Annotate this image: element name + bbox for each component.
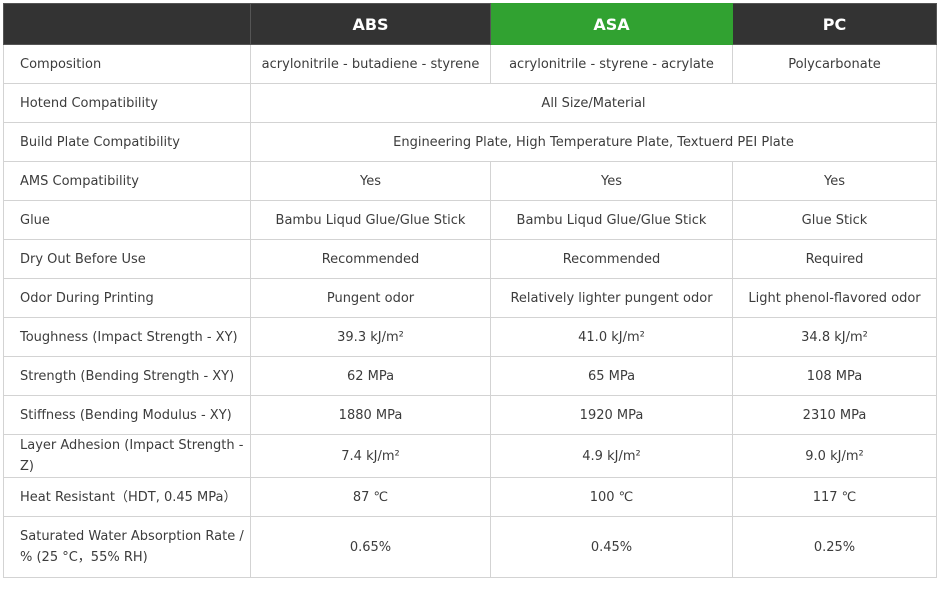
cell-asa: Recommended (490, 239, 733, 279)
cell-asa: Yes (490, 161, 733, 201)
cell-asa: acrylonitrile - styrene - acrylate (490, 44, 733, 84)
cell-pc: Required (732, 239, 937, 279)
cell-asa: 1920 MPa (490, 395, 733, 435)
cell-pc: 34.8 kJ/m² (732, 317, 937, 357)
row-label: Odor During Printing (3, 278, 251, 318)
cell-abs: Bambu Liqud Glue/Glue Stick (250, 200, 491, 240)
row-label: Strength (Bending Strength - XY) (3, 356, 251, 396)
table-row: Stiffness (Bending Modulus - XY) 1880 MP… (3, 395, 937, 435)
cell-asa: 100 ℃ (490, 477, 733, 517)
cell-asa: 0.45% (490, 516, 733, 578)
row-label: Stiffness (Bending Modulus - XY) (3, 395, 251, 435)
row-label: Composition (3, 44, 251, 84)
cell-pc: 9.0 kJ/m² (732, 434, 937, 478)
cell-asa: Bambu Liqud Glue/Glue Stick (490, 200, 733, 240)
cell-abs: 87 ℃ (250, 477, 491, 517)
comparison-table: ABS ASA PC Composition acrylonitrile - b… (3, 3, 937, 578)
cell-pc: Yes (732, 161, 937, 201)
table-row: Glue Bambu Liqud Glue/Glue Stick Bambu L… (3, 200, 937, 240)
table-row: Heat Resistant（HDT, 0.45 MPa） 87 ℃ 100 ℃… (3, 477, 937, 517)
merged-cell: All Size/Material (250, 83, 937, 123)
merged-cell: Engineering Plate, High Temperature Plat… (250, 122, 937, 162)
cell-asa: 41.0 kJ/m² (490, 317, 733, 357)
table-row: AMS Compatibility Yes Yes Yes (3, 161, 937, 201)
table-row: Odor During Printing Pungent odor Relati… (3, 278, 937, 318)
cell-abs: Yes (250, 161, 491, 201)
row-label: AMS Compatibility (3, 161, 251, 201)
cell-pc: 0.25% (732, 516, 937, 578)
table-row: Build Plate Compatibility Engineering Pl… (3, 122, 937, 162)
cell-abs: Pungent odor (250, 278, 491, 318)
row-label: Build Plate Compatibility (3, 122, 251, 162)
table-row: Saturated Water Absorption Rate / % (25 … (3, 516, 937, 578)
cell-abs: 62 MPa (250, 356, 491, 396)
cell-abs: 1880 MPa (250, 395, 491, 435)
cell-pc: 108 MPa (732, 356, 937, 396)
cell-pc: Polycarbonate (732, 44, 937, 84)
cell-asa: Relatively lighter pungent odor (490, 278, 733, 318)
cell-pc: Light phenol-flavored odor (732, 278, 937, 318)
cell-pc: 2310 MPa (732, 395, 937, 435)
table-row: Layer Adhesion (Impact Strength - Z) 7.4… (3, 434, 937, 478)
table-row: Toughness (Impact Strength - XY) 39.3 kJ… (3, 317, 937, 357)
cell-abs: acrylonitrile - butadiene - styrene (250, 44, 491, 84)
column-header-asa: ASA (490, 3, 733, 45)
table-row: Strength (Bending Strength - XY) 62 MPa … (3, 356, 937, 396)
cell-asa: 65 MPa (490, 356, 733, 396)
table-row: Hotend Compatibility All Size/Material (3, 83, 937, 123)
column-header-abs: ABS (250, 3, 491, 45)
row-label: Glue (3, 200, 251, 240)
table-row: Dry Out Before Use Recommended Recommend… (3, 239, 937, 279)
cell-asa: 4.9 kJ/m² (490, 434, 733, 478)
cell-abs: 0.65% (250, 516, 491, 578)
cell-abs: 7.4 kJ/m² (250, 434, 491, 478)
row-label: Heat Resistant（HDT, 0.45 MPa） (3, 477, 251, 517)
row-label: Hotend Compatibility (3, 83, 251, 123)
header-row: ABS ASA PC (3, 3, 937, 45)
cell-pc: 117 ℃ (732, 477, 937, 517)
row-label: Toughness (Impact Strength - XY) (3, 317, 251, 357)
cell-pc: Glue Stick (732, 200, 937, 240)
cell-abs: Recommended (250, 239, 491, 279)
row-label: Dry Out Before Use (3, 239, 251, 279)
cell-abs: 39.3 kJ/m² (250, 317, 491, 357)
row-label: Saturated Water Absorption Rate / % (25 … (3, 516, 251, 578)
row-label: Layer Adhesion (Impact Strength - Z) (3, 434, 251, 478)
column-header-pc: PC (732, 3, 937, 45)
table-row: Composition acrylonitrile - butadiene - … (3, 44, 937, 84)
header-corner-cell (3, 3, 251, 45)
